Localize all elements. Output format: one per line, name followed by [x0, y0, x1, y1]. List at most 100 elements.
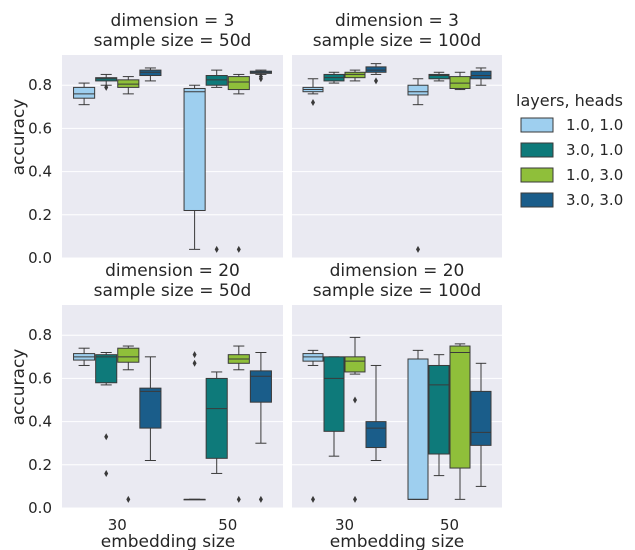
box-body: [117, 347, 140, 363]
box-30-series-1: [302, 349, 324, 503]
box-body: [227, 76, 250, 91]
outlier-marker: [311, 495, 315, 503]
box-body: [95, 354, 118, 384]
legend-label: 1.0, 3.0: [566, 166, 623, 184]
legend-swatch: [520, 117, 554, 133]
box-30-series-3: [117, 76, 140, 95]
outlier-marker: [192, 351, 197, 359]
x-axis-label-right: embedding size: [330, 532, 465, 550]
box-50-series-4: [249, 69, 272, 83]
box-body: [407, 84, 429, 96]
box-30-series-3: [344, 336, 366, 503]
y-tick-label: 0.2: [28, 206, 52, 224]
box-30-series-1: [302, 78, 324, 107]
box-30-series-1: [73, 347, 96, 366]
legend-label: 3.0, 1.0: [566, 141, 623, 159]
y-axis-label-top: accuracy: [9, 99, 29, 176]
outlier-marker: [374, 77, 378, 85]
outlier-marker: [126, 495, 131, 503]
panel-background: [62, 305, 283, 508]
outlier-marker: [104, 433, 109, 441]
box-body: [95, 77, 118, 82]
box-body: [407, 358, 429, 500]
box-50-series-1: [183, 351, 206, 501]
legend-label: 3.0, 3.0: [566, 191, 623, 209]
outlier-marker: [258, 495, 263, 503]
box-body: [344, 71, 366, 79]
outlier-marker: [104, 83, 109, 91]
box-50-series-2: [428, 71, 450, 82]
box-body: [365, 66, 387, 73]
box-body: [449, 76, 471, 89]
box-body: [205, 377, 228, 459]
y-tick-label: 0.0: [28, 249, 52, 267]
box-50-series-3: [449, 343, 471, 500]
box-body: [428, 364, 450, 455]
y-tick-label: 0.0: [28, 499, 52, 517]
box-50-series-3: [227, 73, 250, 253]
box-30-series-4: [365, 364, 387, 461]
box-30-series-3: [344, 69, 366, 82]
box-50-series-2: [205, 371, 228, 474]
panel-title-line2: sample size = 100d: [313, 281, 481, 301]
y-axis-label-bottom: accuracy: [9, 349, 29, 426]
box-30-series-3: [117, 345, 140, 503]
box-50-series-4: [249, 352, 272, 503]
box-50-series-4: [470, 362, 492, 487]
panel-title-line2: sample size = 100d: [313, 31, 481, 51]
box-body: [139, 387, 162, 429]
box-body: [470, 70, 492, 80]
y-tick-label: 0.4: [28, 163, 52, 181]
box-50-series-2: [205, 69, 228, 253]
box-body: [249, 370, 272, 403]
legend-swatch: [520, 142, 554, 158]
x-tick-label: 30: [335, 516, 354, 534]
box-body: [183, 87, 206, 211]
outlier-marker: [353, 495, 357, 503]
legend-items: 1.0, 1.0 3.0, 1.0 1.0, 3.0 3.0, 3.0: [520, 116, 623, 209]
y-tick-label: 0.2: [28, 456, 52, 474]
box-50-series-4: [470, 67, 492, 86]
outlier-marker: [236, 495, 241, 503]
y-tick-label: 0.8: [28, 76, 52, 94]
panel-title-line1: dimension = 3: [335, 11, 459, 31]
box-body: [73, 86, 96, 99]
panel-title-line2: sample size = 50d: [94, 31, 252, 51]
y-tick-label: 0.8: [28, 326, 52, 344]
box-50-series-1: [183, 84, 206, 250]
box-body: [365, 421, 387, 449]
box-50-series-3: [449, 71, 471, 91]
panel-title-line1: dimension = 20: [330, 261, 465, 281]
box-body: [323, 356, 345, 432]
box-30-series-4: [365, 63, 387, 85]
box-50-series-3: [227, 345, 250, 503]
panel-title-line1: dimension = 3: [111, 11, 235, 31]
legend: layers, heads 1.0, 1.0 3.0, 1.0 1.0, 3.0 3.…: [516, 91, 623, 209]
panel-title-line2: sample size = 50d: [94, 281, 252, 301]
y-tick-label: 0.4: [28, 413, 52, 431]
outlier-marker: [258, 75, 263, 83]
box-50-series-1: [407, 349, 429, 500]
outlier-marker: [104, 469, 109, 477]
box-50-series-2: [428, 354, 450, 477]
box-50-series-1: [407, 78, 429, 253]
box-30-series-4: [139, 356, 162, 461]
legend-swatch: [520, 167, 554, 183]
outlier-marker: [416, 245, 420, 253]
legend-title: layers, heads: [516, 91, 623, 110]
box-30-series-2: [95, 352, 118, 477]
box-30-series-2: [323, 71, 345, 84]
box-30-series-1: [73, 82, 96, 106]
box-body: [449, 345, 471, 469]
box-body: [205, 75, 228, 86]
box-30-series-2: [95, 73, 118, 91]
x-tick-label: 30: [108, 516, 127, 534]
panel-title-line1: dimension = 20: [105, 261, 240, 281]
box-30-series-2: [323, 356, 345, 457]
box-body: [117, 79, 140, 88]
